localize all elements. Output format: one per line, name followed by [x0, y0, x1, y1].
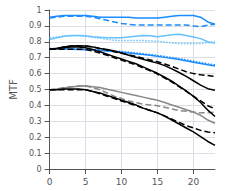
svg-text:1: 1 — [37, 6, 42, 15]
svg-text:0.7: 0.7 — [29, 53, 42, 62]
svg-text:0.1: 0.1 — [29, 149, 42, 158]
svg-text:0.6: 0.6 — [29, 69, 42, 78]
svg-text:MTF: MTF — [8, 79, 19, 100]
svg-text:0: 0 — [47, 177, 53, 187]
svg-text:20: 20 — [188, 177, 200, 187]
svg-text:10: 10 — [116, 177, 128, 187]
svg-text:0.9: 0.9 — [29, 21, 42, 30]
svg-text:0: 0 — [37, 165, 42, 174]
svg-text:0.4: 0.4 — [29, 101, 42, 110]
svg-text:0.2: 0.2 — [29, 133, 42, 142]
svg-text:0.3: 0.3 — [29, 117, 42, 126]
svg-text:15: 15 — [152, 177, 163, 187]
svg-text:0.5: 0.5 — [29, 85, 42, 94]
svg-text:0.8: 0.8 — [29, 37, 42, 46]
svg-text:5: 5 — [83, 177, 89, 187]
